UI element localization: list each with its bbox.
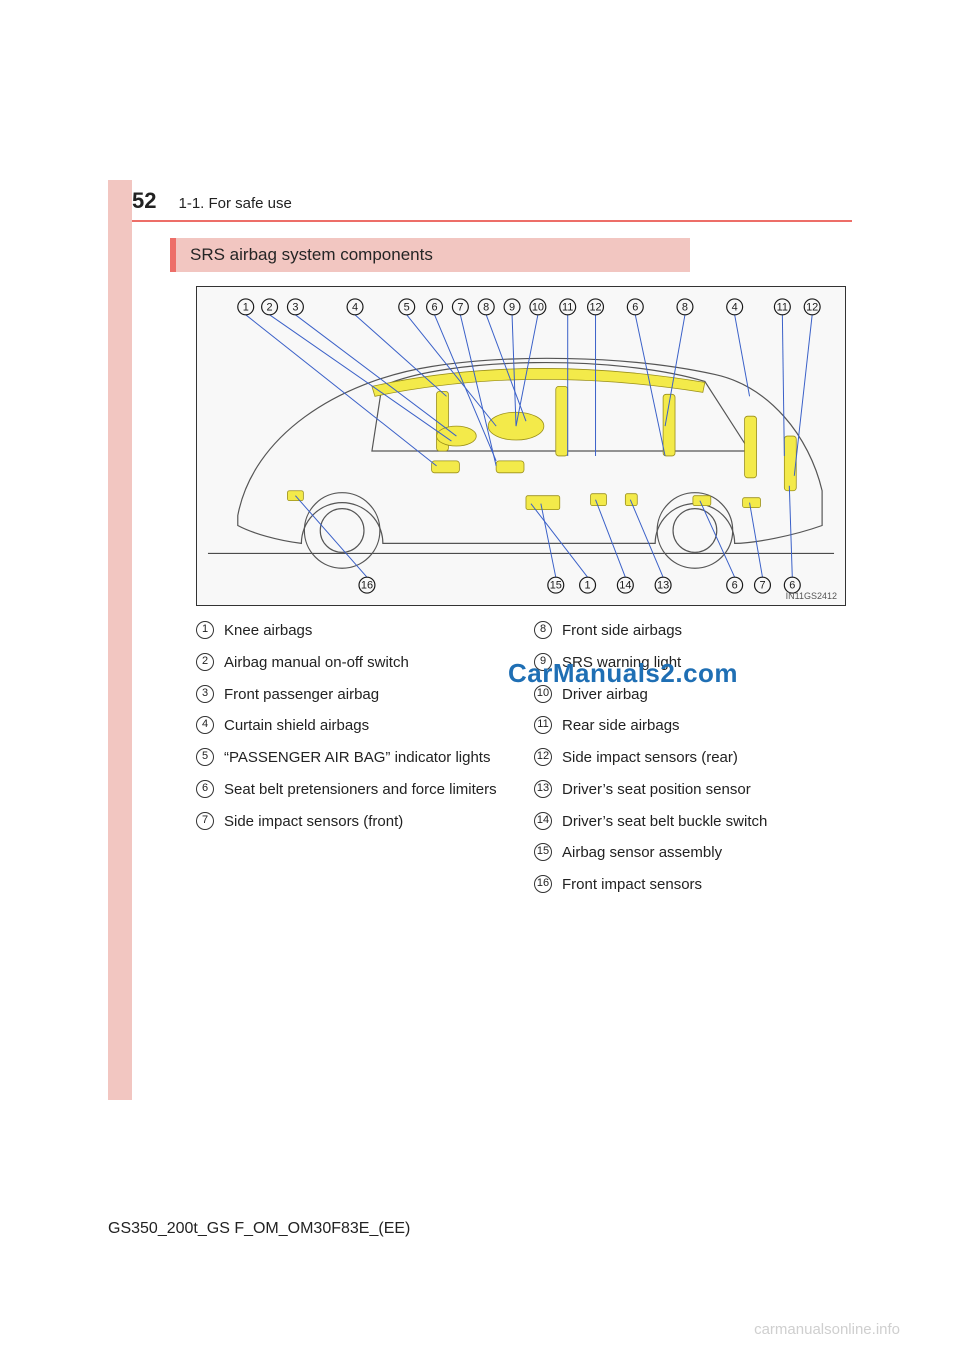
- legend-marker: 13: [534, 780, 552, 798]
- page-number: 52: [132, 188, 156, 214]
- legend-item: 16 Front impact sensors: [534, 874, 846, 896]
- legend-marker: 14: [534, 812, 552, 830]
- legend-item: 4 Curtain shield airbags: [196, 715, 508, 737]
- svg-text:4: 4: [732, 301, 738, 313]
- svg-text:9: 9: [509, 301, 515, 313]
- legend-text: Airbag sensor assembly: [562, 842, 846, 864]
- legend-marker: 11: [534, 716, 552, 734]
- legend-text: Driver’s seat position sensor: [562, 779, 846, 801]
- svg-text:3: 3: [292, 301, 298, 313]
- section-banner: SRS airbag system components: [170, 238, 690, 272]
- legend-text: Rear side airbags: [562, 715, 846, 737]
- section-path: 1-1. For safe use: [178, 195, 291, 212]
- legend-text: Front passenger airbag: [224, 684, 508, 706]
- figure-id: IN11GS2412: [786, 591, 837, 601]
- legend-item: 8 Front side airbags: [534, 620, 846, 642]
- svg-text:5: 5: [404, 301, 410, 313]
- legend-marker: 7: [196, 812, 214, 830]
- legend-marker: 4: [196, 716, 214, 734]
- legend-marker: 1: [196, 621, 214, 639]
- legend-item: 9 SRS warning light: [534, 652, 846, 674]
- svg-text:13: 13: [657, 580, 669, 592]
- legend-col-right: 8 Front side airbags 9 SRS warning light 10 D…: [534, 620, 846, 896]
- legend-item: 13 Driver’s seat position sensor: [534, 779, 846, 801]
- svg-text:16: 16: [361, 580, 373, 592]
- legend-item: 3 Front passenger airbag: [196, 684, 508, 706]
- legend-marker: 3: [196, 685, 214, 703]
- legend-text: Seat belt pretensioners and force limite…: [224, 779, 508, 801]
- svg-text:14: 14: [619, 580, 631, 592]
- legend-marker: 10: [534, 685, 552, 703]
- legend-marker: 12: [534, 748, 552, 766]
- page-header: 52 1-1. For safe use: [132, 188, 292, 214]
- legend-text: Side impact sensors (front): [224, 811, 508, 833]
- svg-text:7: 7: [457, 301, 463, 313]
- legend-item: 15 Airbag sensor assembly: [534, 842, 846, 864]
- svg-text:11: 11: [562, 301, 573, 313]
- header-rule: [132, 220, 852, 222]
- svg-text:6: 6: [632, 301, 638, 313]
- chapter-tab: [108, 180, 132, 1100]
- legend-item: 11 Rear side airbags: [534, 715, 846, 737]
- legend-text: Airbag manual on-off switch: [224, 652, 508, 674]
- svg-text:1: 1: [585, 580, 591, 592]
- svg-text:6: 6: [432, 301, 438, 313]
- legend-text: Curtain shield airbags: [224, 715, 508, 737]
- airbag-diagram-svg: 1234567891011126841112 161511413676: [197, 287, 845, 605]
- legend-marker: 9: [534, 653, 552, 671]
- legend-item: 12 Side impact sensors (rear): [534, 747, 846, 769]
- svg-text:7: 7: [759, 580, 765, 592]
- svg-text:10: 10: [532, 301, 544, 313]
- legend-text: SRS warning light: [562, 652, 846, 674]
- svg-text:1: 1: [243, 301, 249, 313]
- legend-item: 10 Driver airbag: [534, 684, 846, 706]
- svg-text:8: 8: [483, 301, 489, 313]
- legend-marker: 16: [534, 875, 552, 893]
- legend: 1 Knee airbags 2 Airbag manual on-off switc…: [196, 620, 846, 896]
- legend-text: Front impact sensors: [562, 874, 846, 896]
- legend-marker: 5: [196, 748, 214, 766]
- svg-text:11: 11: [777, 301, 788, 313]
- legend-col-left: 1 Knee airbags 2 Airbag manual on-off switc…: [196, 620, 508, 896]
- legend-item: 6 Seat belt pretensioners and force limit…: [196, 779, 508, 801]
- legend-text: Front side airbags: [562, 620, 846, 642]
- svg-text:4: 4: [352, 301, 358, 313]
- legend-item: 2 Airbag manual on-off switch: [196, 652, 508, 674]
- legend-marker: 2: [196, 653, 214, 671]
- svg-text:6: 6: [732, 580, 738, 592]
- svg-text:6: 6: [789, 580, 795, 592]
- svg-text:2: 2: [267, 301, 273, 313]
- legend-text: Driver airbag: [562, 684, 846, 706]
- legend-item: 14 Driver’s seat belt buckle switch: [534, 811, 846, 833]
- legend-marker: 8: [534, 621, 552, 639]
- footer-code: GS350_200t_GS F_OM_OM30F83E_(EE): [108, 1220, 410, 1238]
- legend-marker: 6: [196, 780, 214, 798]
- legend-text: Driver’s seat belt buckle switch: [562, 811, 846, 833]
- legend-item: 1 Knee airbags: [196, 620, 508, 642]
- footer-site: carmanualsonline.info: [754, 1321, 900, 1338]
- airbag-diagram: 1234567891011126841112 161511413676 IN11…: [196, 286, 846, 606]
- legend-item: 5 “PASSENGER AIR BAG” indicator lights: [196, 747, 508, 769]
- svg-text:12: 12: [589, 301, 601, 313]
- svg-text:12: 12: [806, 301, 818, 313]
- legend-marker: 15: [534, 843, 552, 861]
- svg-text:15: 15: [550, 580, 562, 592]
- legend-text: Side impact sensors (rear): [562, 747, 846, 769]
- legend-item: 7 Side impact sensors (front): [196, 811, 508, 833]
- legend-text: Knee airbags: [224, 620, 508, 642]
- legend-text: “PASSENGER AIR BAG” indicator lights: [224, 747, 508, 769]
- svg-text:8: 8: [682, 301, 688, 313]
